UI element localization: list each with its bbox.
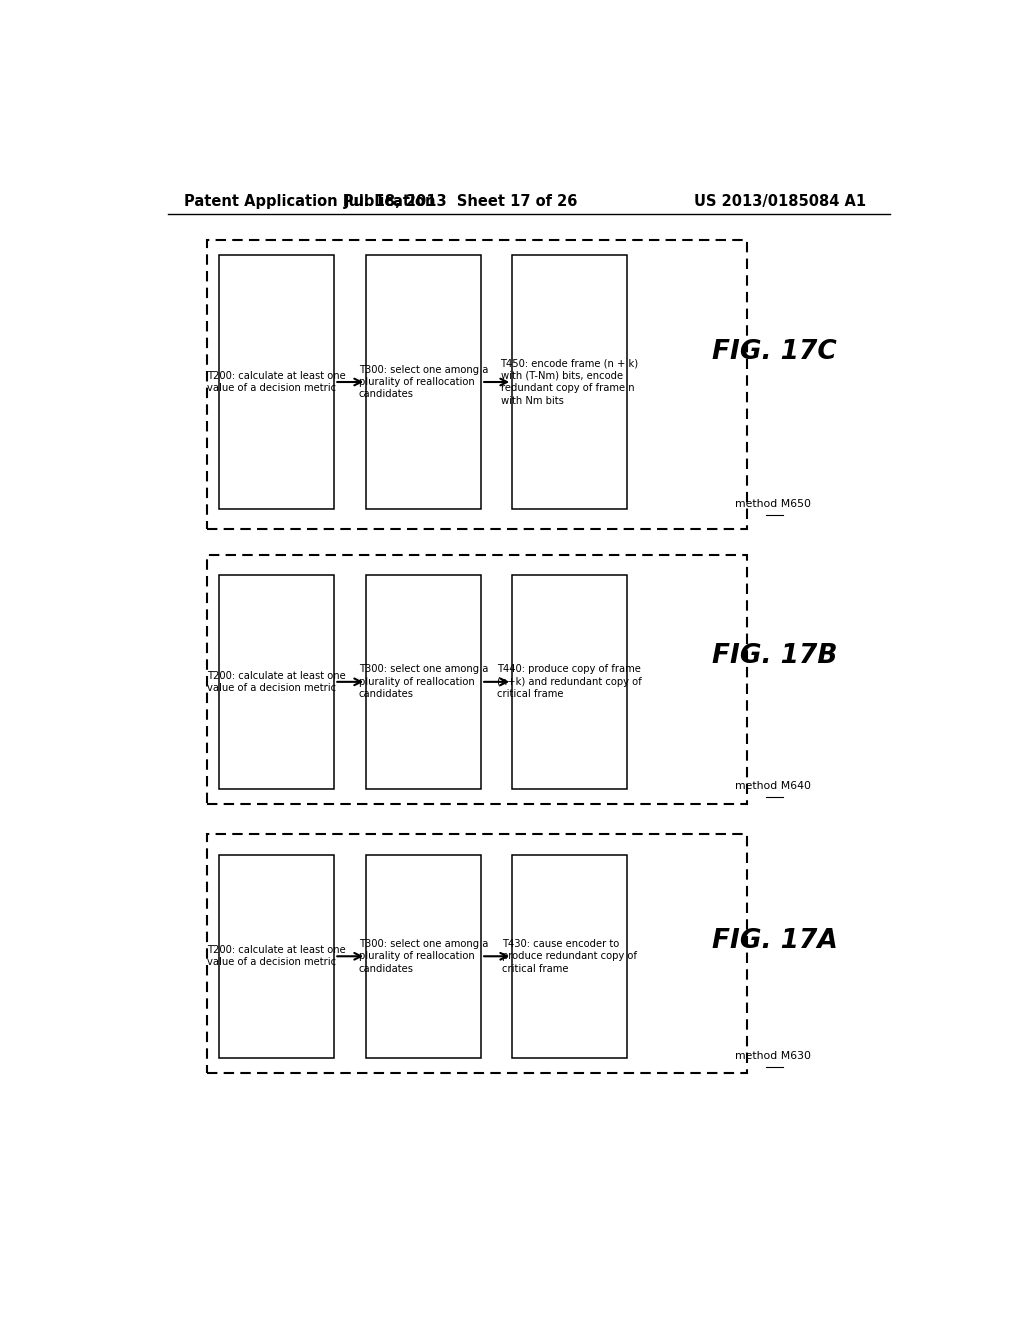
Bar (512, 854, 627, 1057)
Bar (367, 576, 481, 788)
Bar (367, 854, 481, 1057)
Bar (207, 554, 748, 804)
Text: T430: cause encoder to
produce redundant copy of
critical frame: T430: cause encoder to produce redundant… (502, 939, 637, 974)
Text: method M650: method M650 (735, 499, 811, 510)
Bar (219, 576, 334, 788)
Text: method M640: method M640 (735, 780, 811, 791)
Bar (207, 834, 748, 1073)
Text: US 2013/0185084 A1: US 2013/0185084 A1 (694, 194, 866, 209)
Bar (219, 854, 334, 1057)
Bar (512, 576, 627, 788)
Bar (219, 255, 334, 510)
Text: T440: produce copy of frame
(n+k) and redundant copy of
critical frame: T440: produce copy of frame (n+k) and re… (498, 664, 642, 700)
Bar (367, 255, 481, 510)
Bar (512, 255, 627, 510)
Text: FIG. 17B: FIG. 17B (712, 643, 838, 669)
Text: FIG. 17C: FIG. 17C (713, 338, 838, 364)
Text: Jul. 18, 2013  Sheet 17 of 26: Jul. 18, 2013 Sheet 17 of 26 (344, 194, 579, 209)
Text: FIG. 17A: FIG. 17A (712, 928, 838, 954)
Bar (207, 240, 748, 529)
Text: T200: calculate at least one
value of a decision metric: T200: calculate at least one value of a … (208, 371, 346, 393)
Text: T300: select one among a
plurality of reallocation
candidates: T300: select one among a plurality of re… (359, 664, 488, 700)
Text: T200: calculate at least one
value of a decision metric: T200: calculate at least one value of a … (208, 671, 346, 693)
Text: T450: encode frame (n + k)
with (T-Nm) bits, encode
redundant copy of frame n
wi: T450: encode frame (n + k) with (T-Nm) b… (501, 359, 639, 405)
Text: T200: calculate at least one
value of a decision metric: T200: calculate at least one value of a … (208, 945, 346, 968)
Text: T300: select one among a
plurality of reallocation
candidates: T300: select one among a plurality of re… (359, 364, 488, 400)
Text: T300: select one among a
plurality of reallocation
candidates: T300: select one among a plurality of re… (359, 939, 488, 974)
Text: Patent Application Publication: Patent Application Publication (183, 194, 435, 209)
Text: method M630: method M630 (735, 1051, 811, 1061)
